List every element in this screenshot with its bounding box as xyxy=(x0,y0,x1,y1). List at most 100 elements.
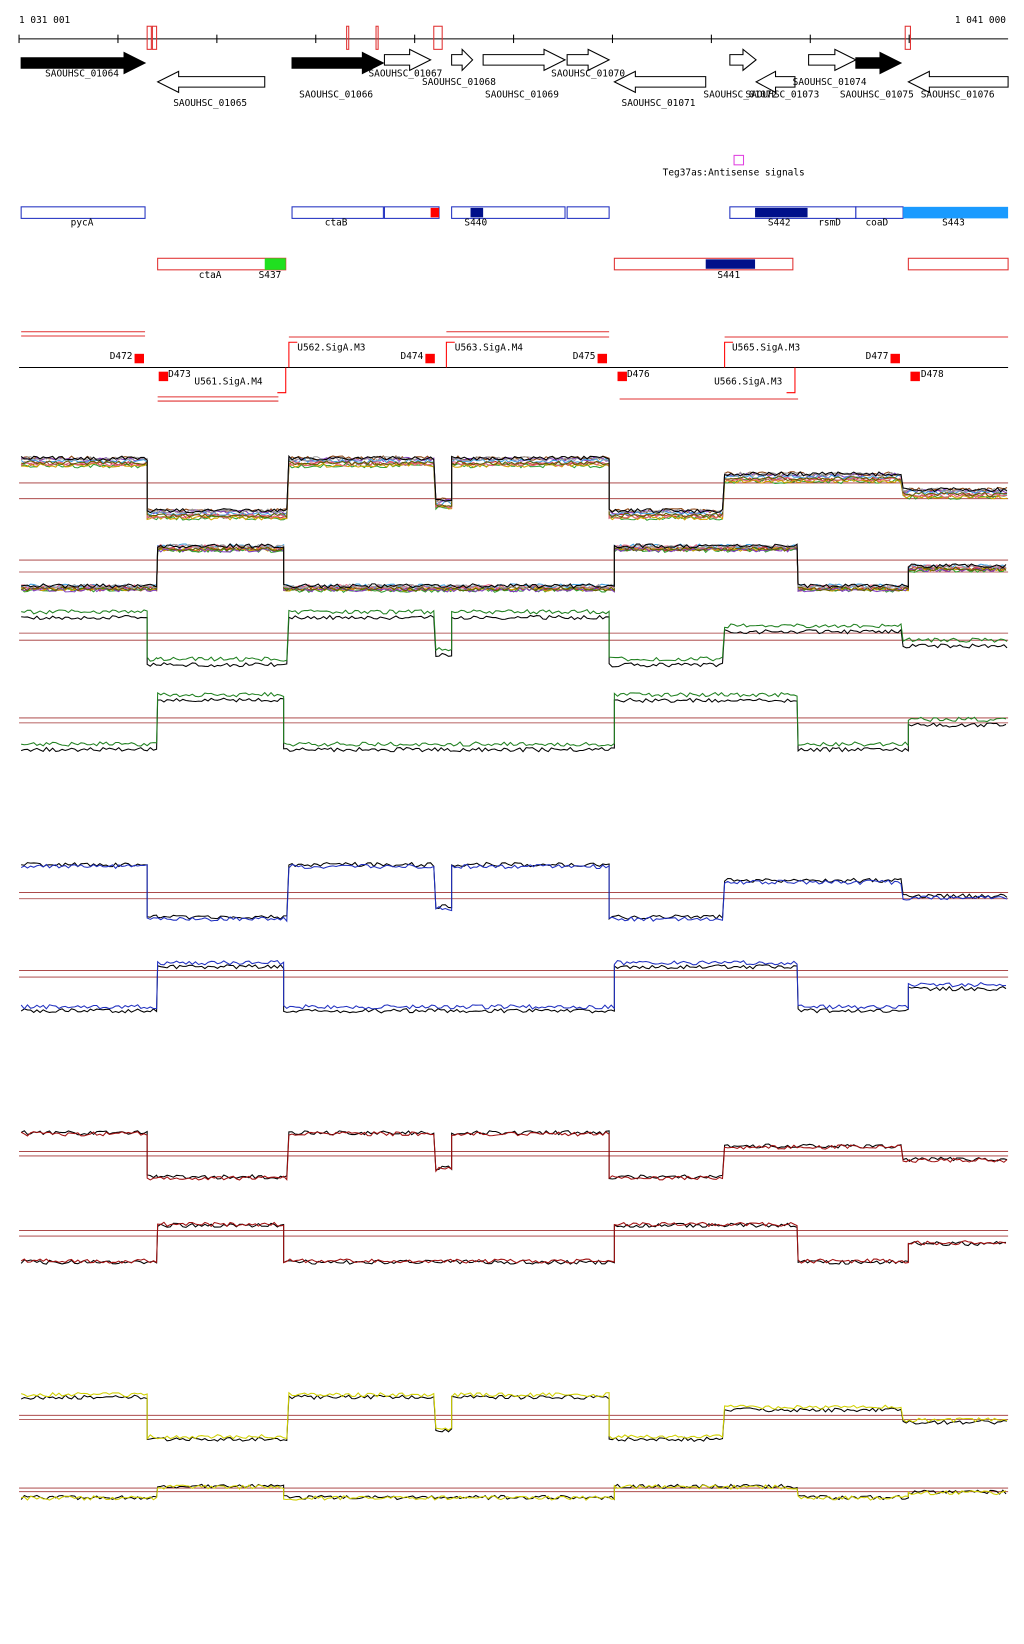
expression-line xyxy=(21,691,1007,747)
ruler-signal xyxy=(904,25,911,50)
gene-arrow xyxy=(729,48,757,72)
promoter-box xyxy=(425,353,435,364)
gene-arrow xyxy=(20,51,147,75)
gene-arrow xyxy=(156,70,266,94)
region-label: S441 xyxy=(717,270,740,281)
gene-arrow xyxy=(383,48,432,72)
gene-label: SAOUHSC_01069 xyxy=(485,90,559,101)
gene-label: SAOUHSC_01068 xyxy=(422,77,496,88)
promoter-box xyxy=(910,371,920,382)
ruler-signal xyxy=(433,25,443,50)
expression-line xyxy=(20,547,1007,593)
gene-arrow xyxy=(566,48,611,72)
gene-arrow xyxy=(808,48,858,72)
ruler-signal xyxy=(151,25,158,50)
expression-line xyxy=(20,863,1008,923)
gene-label: SAOUHSC_01066 xyxy=(299,90,373,101)
promoter-label: U561.SigA.M4 xyxy=(194,376,263,387)
promoter-box xyxy=(617,371,627,382)
ruler-signal xyxy=(375,25,379,50)
expression-line xyxy=(20,964,1007,1014)
promoter-label: D476 xyxy=(627,369,650,380)
promoter-arrow xyxy=(445,341,455,368)
region-box xyxy=(855,206,904,219)
promoter-arrow xyxy=(786,367,796,394)
gene-label: SAOUHSC_01065 xyxy=(173,98,247,109)
region-box xyxy=(451,206,566,219)
expression-line xyxy=(21,459,1008,519)
promoter-box xyxy=(158,371,169,382)
gene-label: SAOUHSC_01074 xyxy=(793,77,867,88)
antisense-label: Teg37as:Antisense signals xyxy=(663,167,805,178)
region-box xyxy=(566,206,610,219)
gene-label: SAOUHSC_01076 xyxy=(921,90,995,101)
region-fill xyxy=(755,207,808,218)
region-box xyxy=(20,206,146,219)
gene-arrow xyxy=(907,70,1009,94)
expression-line xyxy=(20,1130,1008,1180)
ruler-end: 1 041 000 xyxy=(955,15,1006,26)
region-fill xyxy=(470,207,484,218)
ruler-signal xyxy=(346,25,350,50)
promoter-arrow xyxy=(277,367,287,394)
ruler-start: 1 031 001 xyxy=(19,15,70,26)
gene-arrow xyxy=(755,70,796,94)
gene-label: SAOUHSC_01070 xyxy=(551,69,625,80)
gene-arrow xyxy=(613,70,707,94)
promoter-label: D478 xyxy=(921,369,944,380)
expression-line xyxy=(21,861,1008,920)
region-label: S442 xyxy=(768,218,791,229)
promoter-label: U566.SigA.M3 xyxy=(714,376,782,387)
promoter-box xyxy=(134,353,144,364)
region-fill xyxy=(430,207,440,218)
promoter-label: D477 xyxy=(866,351,889,362)
promoter-arrow xyxy=(288,341,298,368)
expression-line xyxy=(20,461,1008,520)
region-label: S437 xyxy=(259,270,282,281)
promoter-label: D474 xyxy=(401,351,424,362)
region-label: coaD xyxy=(865,218,888,229)
region-label: S440 xyxy=(464,218,487,229)
promoter-box xyxy=(890,353,900,364)
expression-line xyxy=(20,1391,1008,1441)
gene-label: SAOUHSC_01073 xyxy=(745,90,819,101)
region-box xyxy=(907,257,1009,271)
gene-arrow xyxy=(482,48,567,72)
expression-line xyxy=(21,543,1006,590)
expression-line xyxy=(21,608,1008,662)
expression-line xyxy=(21,1484,1007,1501)
expression-line xyxy=(20,959,1007,1010)
region-fill xyxy=(264,258,286,270)
expression-line xyxy=(20,1483,1007,1501)
region-label: ctaA xyxy=(199,270,222,281)
antisense-box xyxy=(733,154,745,166)
expression-line xyxy=(20,1131,1008,1181)
region-box xyxy=(613,257,794,271)
gene-label: SAOUHSC_01064 xyxy=(45,69,119,80)
promoter-label: U563.SigA.M4 xyxy=(455,343,524,354)
expression-line xyxy=(21,543,1007,590)
expression-line xyxy=(20,1394,1008,1442)
gene-arrow xyxy=(451,48,474,72)
expression-line xyxy=(21,543,1007,589)
expression-line xyxy=(20,1222,1007,1265)
expression-line xyxy=(20,697,1007,753)
region-label: ctaB xyxy=(325,218,348,229)
promoter-label: U562.SigA.M3 xyxy=(297,343,365,354)
gene-label: SAOUHSC_01067 xyxy=(368,69,442,80)
promoter-label: U565.SigA.M3 xyxy=(732,343,800,354)
region-fill xyxy=(705,259,756,269)
expression-line xyxy=(21,614,1008,668)
expression-line xyxy=(21,462,1008,521)
region-label: pycA xyxy=(71,218,94,229)
gene-label: SAOUHSC_01071 xyxy=(622,98,696,109)
expression-line xyxy=(20,546,1007,592)
gene-label: SAOUHSC_01075 xyxy=(840,90,914,101)
region-box xyxy=(291,206,384,219)
region-fill xyxy=(903,206,1009,219)
gene-arrow xyxy=(855,51,903,75)
expression-line xyxy=(20,1221,1007,1264)
gene-arrow xyxy=(291,51,385,75)
promoter-arrow xyxy=(724,341,734,368)
